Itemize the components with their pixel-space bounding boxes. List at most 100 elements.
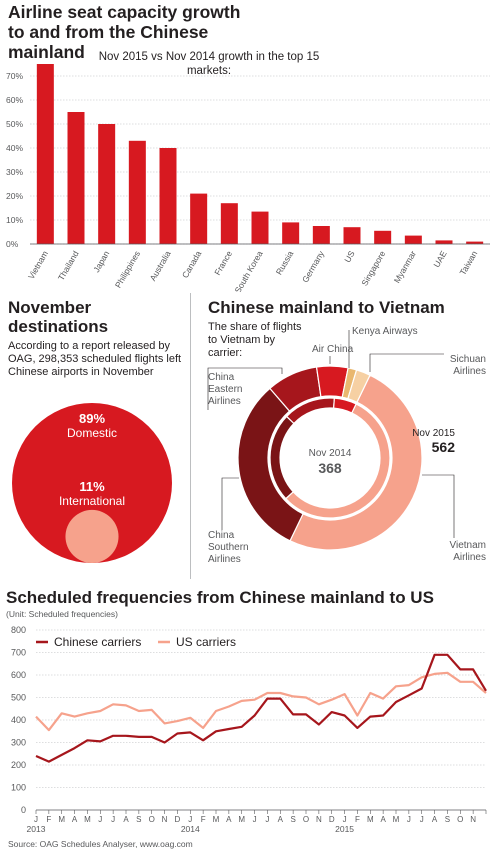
line-year-label: 2013 <box>27 824 46 834</box>
bar-ytick-label: 30% <box>6 167 23 177</box>
label-china-southern: China <box>208 530 235 541</box>
bar-category-label: Germany <box>300 248 327 284</box>
frequencies-title: Scheduled frequencies from Chinese mainl… <box>6 588 434 607</box>
bar-chart-title: Airline seat capacity growth to and from… <box>8 2 248 62</box>
bar-ytick-label: 70% <box>6 71 23 81</box>
label-china-eastern: Airlines <box>208 396 241 407</box>
legend-label-chinese-carriers: Chinese carriers <box>54 635 141 649</box>
line-month-label: F <box>355 815 360 824</box>
label-china-eastern: China <box>208 372 235 383</box>
outer-total: 562 <box>432 439 456 455</box>
section-divider <box>190 293 191 579</box>
line-month-label: N <box>316 815 322 824</box>
bar-category-label: Myanmar <box>392 249 418 285</box>
line-month-label: O <box>457 815 463 824</box>
vietnam-description: The share of flights to Vietnam by carri… <box>208 321 302 359</box>
bar-category-label: Canada <box>180 249 204 280</box>
international-label: International <box>59 494 125 508</box>
bar-category-label: Australia <box>148 249 173 283</box>
inner-total: 368 <box>318 460 342 476</box>
line-ytick-label: 300 <box>11 738 26 748</box>
bar-chart-title-line1: Airline seat capacity growth to and from… <box>8 2 241 62</box>
domestic-pct: 89% <box>79 411 105 426</box>
line-month-label: J <box>343 815 347 824</box>
bar-vietnam <box>36 64 54 244</box>
line-month-label: N <box>470 815 476 824</box>
line-year-label: 2014 <box>181 824 200 834</box>
bar-germany <box>312 226 330 244</box>
bar-philippines <box>128 140 146 244</box>
line-month-label: S <box>445 815 450 824</box>
line-month-label: M <box>58 815 65 824</box>
label-china-southern: Southern <box>208 542 249 553</box>
bar-category-label: South Korea <box>232 249 264 292</box>
bar-category-label: UAE <box>431 249 449 269</box>
line-ytick-label: 400 <box>11 715 26 725</box>
line-month-label: O <box>149 815 155 824</box>
bar-ytick-label: 60% <box>6 95 23 105</box>
line-ytick-label: 500 <box>11 693 26 703</box>
bar-ytick-label: 50% <box>6 119 23 129</box>
bar-south-korea <box>251 211 269 244</box>
bar-category-label: US <box>342 249 357 265</box>
line-month-label: D <box>329 815 335 824</box>
line-month-label: J <box>111 815 115 824</box>
line-ytick-label: 100 <box>11 783 26 793</box>
source-note: Source: OAG Schedules Analyser, www.oag.… <box>8 839 193 849</box>
frequencies-subtitle: (Unit: Scheduled frequencies) <box>6 609 118 619</box>
legend-label-us-carriers: US carriers <box>176 635 236 649</box>
line-month-label: A <box>123 815 129 824</box>
line-month-label: N <box>162 815 168 824</box>
line-month-label: M <box>238 815 245 824</box>
bar-russia <box>282 222 300 244</box>
line-month-label: A <box>432 815 438 824</box>
line-month-label: J <box>407 815 411 824</box>
bar-chart: 0% 10% 20% 30% 40% 50% 60% 70% Vietnam Thailand Ja… <box>6 64 490 292</box>
label-china-southern: Airlines <box>208 554 241 565</box>
destinations-description: According to a report released by OAG, 2… <box>8 340 182 378</box>
line-month-label: J <box>420 815 424 824</box>
leader-sichuan-airlines <box>369 353 444 372</box>
bar-singapore <box>374 230 392 244</box>
bar-japan <box>98 124 116 244</box>
line-month-label: F <box>201 815 206 824</box>
bar-category-label: Japan <box>91 249 111 274</box>
line-month-label: A <box>278 815 284 824</box>
line-ytick-label: 0 <box>21 805 26 815</box>
line-ytick-label: 700 <box>11 648 26 658</box>
bar-category-label: Vietnam <box>26 249 50 281</box>
bar-thailand <box>67 112 85 244</box>
outer-label: Nov 2015 <box>412 428 455 439</box>
label-china-eastern: Eastern <box>208 384 242 395</box>
destinations-chart: 89%Domestic 11%International <box>12 403 172 563</box>
bar-ytick-label: 0% <box>6 239 19 249</box>
label-kenya-airways: Kenya Airways <box>352 326 418 337</box>
bar-uae <box>435 240 453 244</box>
bar-myanmar <box>404 235 422 244</box>
international-circle <box>65 509 119 563</box>
international-pct: 11% <box>79 479 105 494</box>
line-month-label: O <box>303 815 309 824</box>
line-month-label: F <box>46 815 51 824</box>
bar-category-label: Philippines <box>113 249 142 290</box>
line-month-label: S <box>136 815 141 824</box>
line-month-label: A <box>72 815 78 824</box>
line-month-label: M <box>213 815 220 824</box>
line-month-label: M <box>84 815 91 824</box>
series-line-us-carriers <box>35 671 487 732</box>
bar-category-label: Thailand <box>56 249 81 282</box>
bar-australia <box>159 148 177 244</box>
inner-label: Nov 2014 <box>309 448 352 459</box>
destinations-title: November destinations <box>8 298 109 336</box>
bar-category-label: Singapore <box>359 249 387 288</box>
leader-china-southern <box>221 477 239 530</box>
line-ytick-label: 600 <box>11 670 26 680</box>
line-month-label: J <box>253 815 257 824</box>
line-ytick-label: 800 <box>11 625 26 635</box>
line-month-label: J <box>34 815 38 824</box>
line-ytick-label: 200 <box>11 760 26 770</box>
donut-nov2015-vietnam-airlines <box>289 374 423 551</box>
line-month-label: D <box>175 815 181 824</box>
